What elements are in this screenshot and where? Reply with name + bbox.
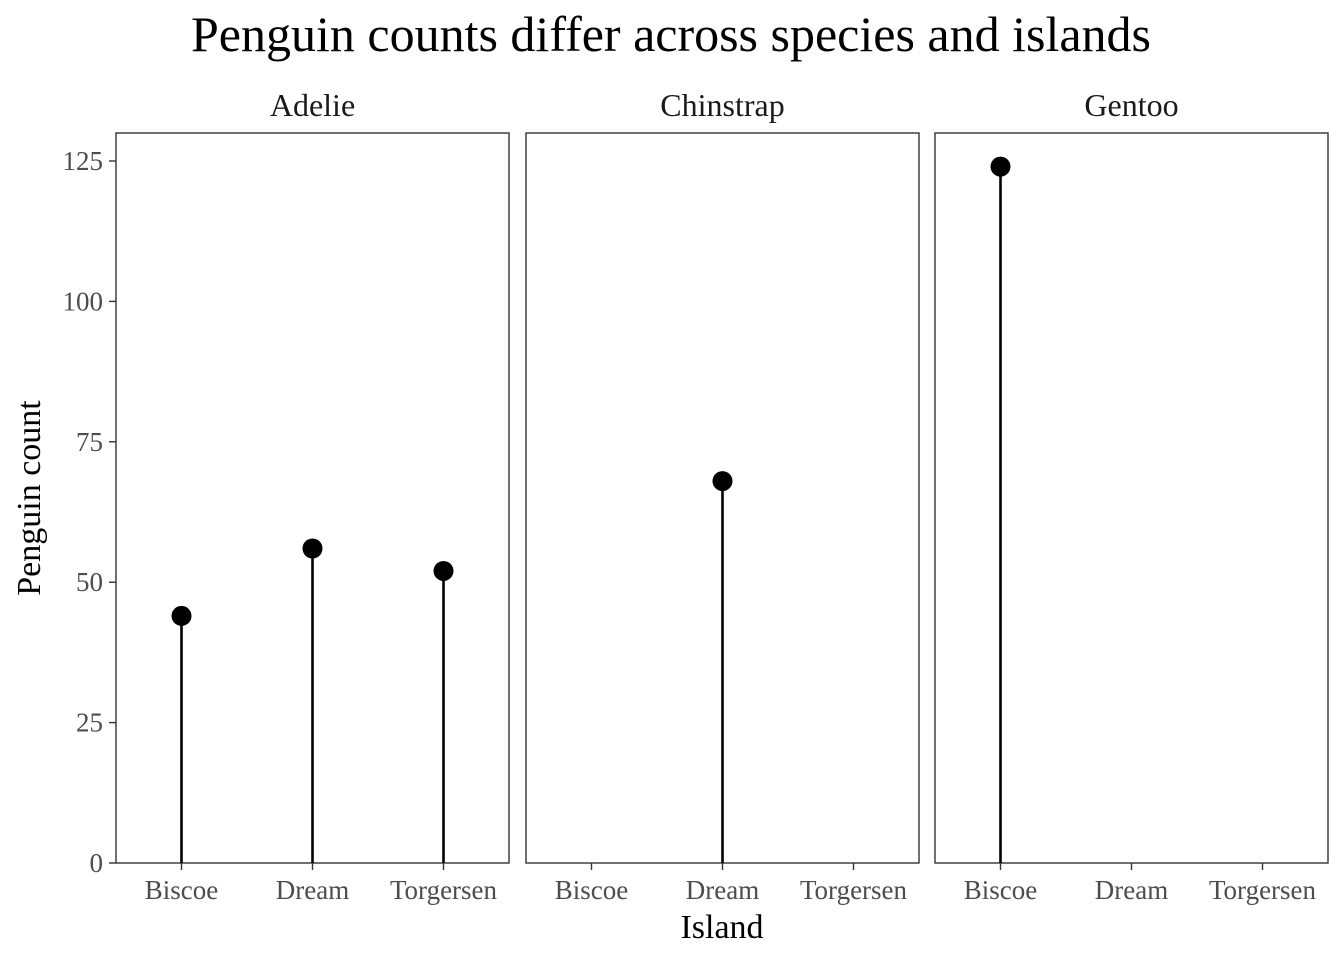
strip-label-adelie: Adelie: [270, 87, 355, 123]
x-tick-label: Dream: [276, 875, 349, 905]
x-tick-label: Biscoe: [145, 875, 219, 905]
y-tick-label: 25: [76, 708, 103, 738]
x-axis-title: Island: [680, 909, 763, 946]
y-tick-label: 75: [76, 427, 103, 457]
lollipop-point: [171, 605, 192, 626]
y-tick-label: 125: [63, 146, 104, 176]
lollipop-point: [433, 560, 454, 581]
y-tick-label: 0: [90, 848, 104, 878]
x-tick-label: Torgersen: [800, 875, 908, 905]
facet-panels: Adelie Biscoe Dream Torgersen Chinstrap Bisco…: [115, 87, 1329, 905]
chart-title: Penguin counts differ across species and…: [191, 6, 1151, 62]
lollipop-point: [302, 538, 323, 559]
panel-border-gentoo: [934, 132, 1329, 864]
x-tick-label: Biscoe: [555, 875, 629, 905]
facet-adelie: Adelie Biscoe Dream Torgersen: [115, 87, 510, 905]
strip-label-gentoo: Gentoo: [1084, 87, 1178, 123]
x-tick-label: Torgersen: [1209, 875, 1317, 905]
y-tick-label: 50: [76, 567, 103, 597]
facet-gentoo: Gentoo Biscoe Dream Torgersen: [934, 87, 1329, 905]
x-tick-label: Torgersen: [390, 875, 498, 905]
x-tick-label: Dream: [1095, 875, 1168, 905]
strip-label-chinstrap: Chinstrap: [660, 87, 784, 123]
lollipop-point: [990, 156, 1011, 177]
y-axis: 0 25 50 75 100 125: [63, 146, 116, 878]
y-axis-title: Penguin count: [11, 400, 48, 596]
y-tick-label: 100: [63, 286, 104, 316]
facet-chinstrap: Chinstrap Biscoe Dream Torgersen: [525, 87, 920, 905]
lollipop-point: [712, 471, 733, 492]
x-tick-label: Biscoe: [964, 875, 1038, 905]
x-tick-label: Dream: [686, 875, 759, 905]
